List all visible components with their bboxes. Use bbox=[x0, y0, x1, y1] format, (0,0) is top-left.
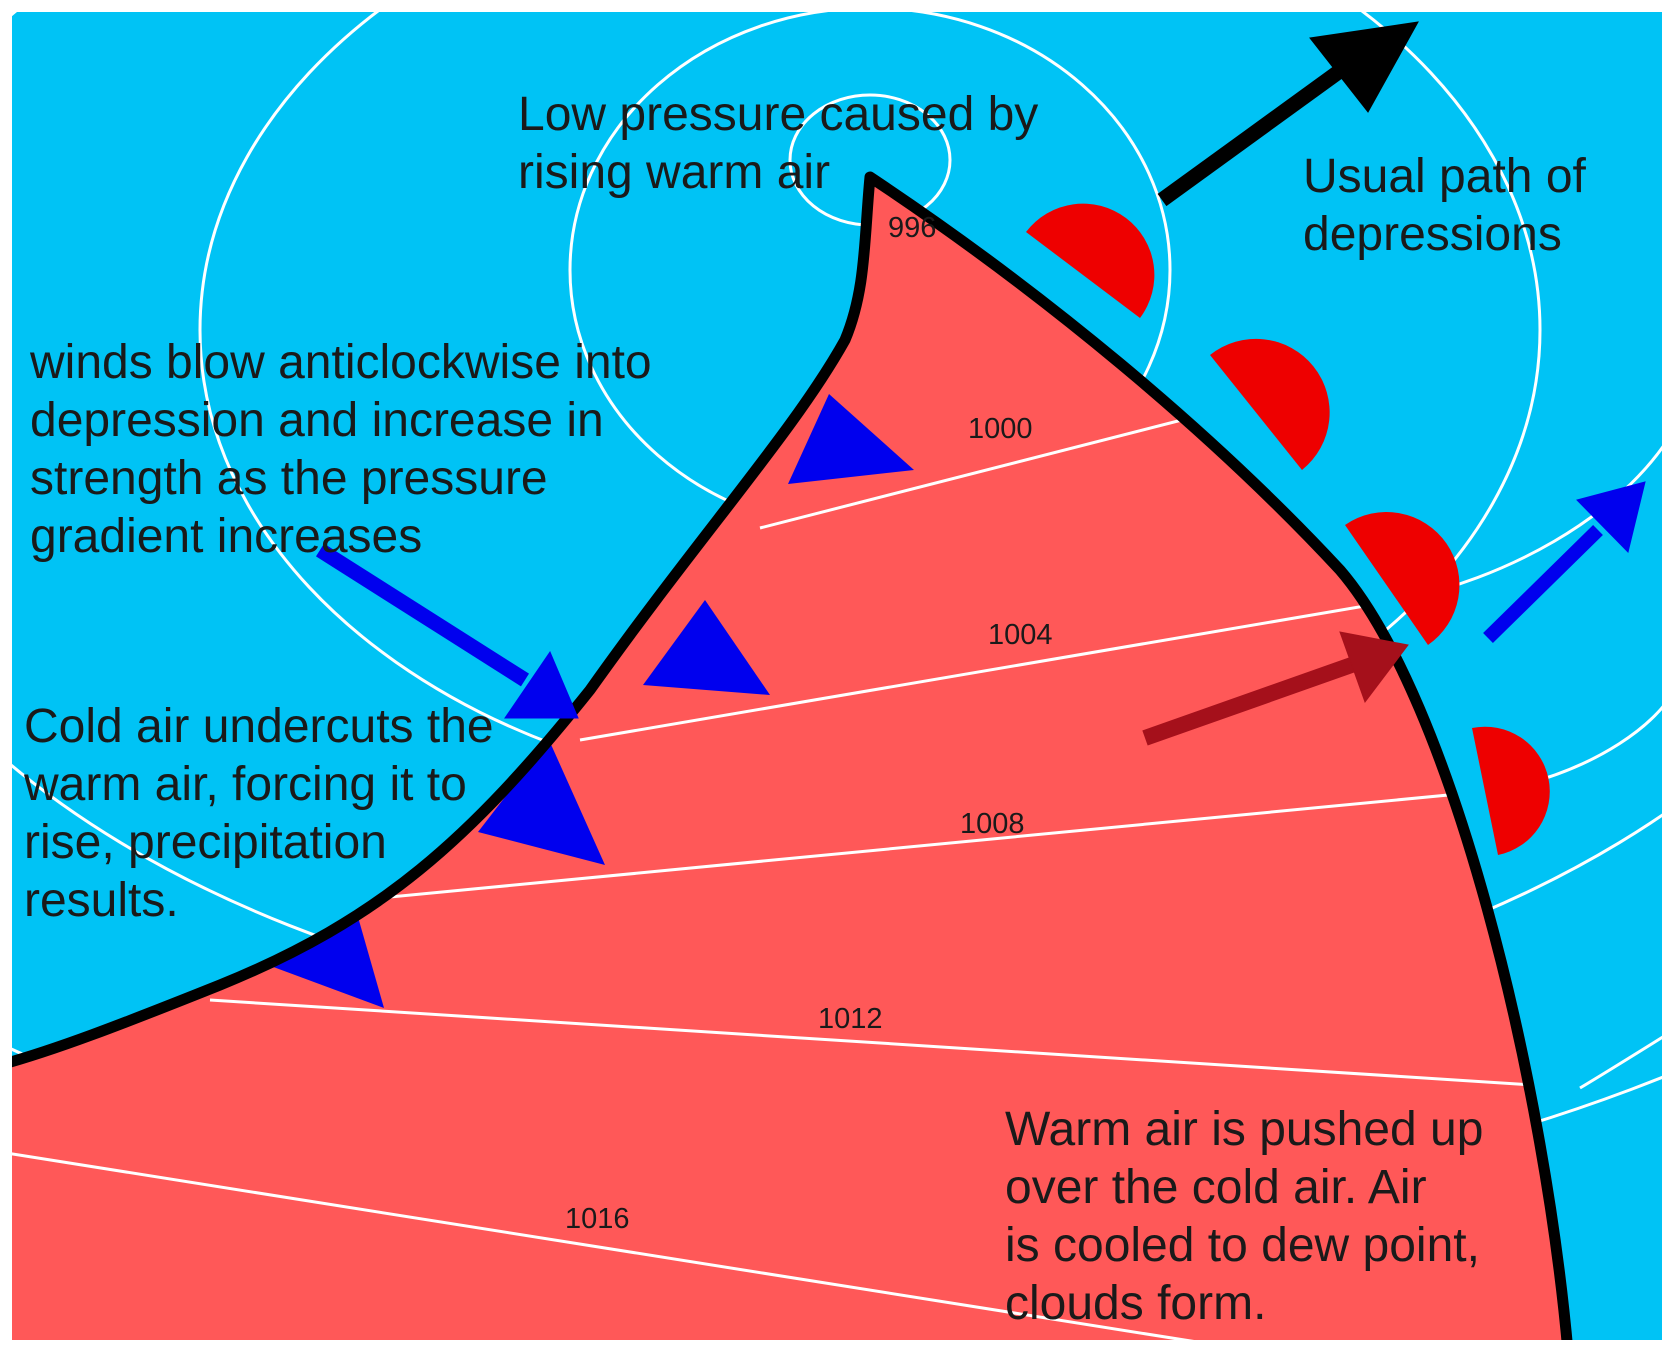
warm-front-bump bbox=[1472, 726, 1550, 855]
warm-sector bbox=[0, 177, 1568, 1352]
arrow-shaft bbox=[315, 543, 530, 687]
cold-front-triangle bbox=[788, 394, 914, 484]
cold-front-triangle bbox=[268, 910, 384, 1008]
warm-flow-arrow bbox=[1142, 631, 1409, 746]
arrow-shaft bbox=[1483, 525, 1603, 643]
wind-arrow bbox=[315, 543, 579, 719]
warm-front-symbols bbox=[1026, 203, 1550, 855]
isobar-line-1000 bbox=[759, 398, 1261, 530]
winds-annotation: winds blow anticlockwise into depression… bbox=[29, 336, 665, 563]
arrow-head bbox=[1339, 631, 1409, 704]
warm-front-bump bbox=[1026, 203, 1155, 318]
arrow-head bbox=[1309, 21, 1419, 113]
front-boundary bbox=[0, 171, 1574, 1352]
isobar-label-996: 996 bbox=[888, 212, 936, 244]
isobar-label-1008: 1008 bbox=[960, 808, 1025, 840]
warm-air-annotation: Warm air is pushed up over the cold air.… bbox=[1005, 1103, 1497, 1330]
cold-front-triangle bbox=[643, 600, 770, 695]
isobar-label-1012: 1012 bbox=[818, 1003, 883, 1035]
movement-arrow bbox=[1483, 481, 1646, 643]
cold-front-triangle bbox=[478, 740, 605, 865]
isobar-line-1012 bbox=[209, 998, 1568, 1090]
isobar-line-1008 bbox=[379, 788, 1501, 900]
warm-front-bump bbox=[1345, 512, 1460, 645]
cold-front-symbols bbox=[268, 394, 914, 1008]
isobar-line-1016 bbox=[0, 1150, 1261, 1352]
isobar-line-1004 bbox=[579, 598, 1401, 742]
usual-path-annotation: Usual path of depressions bbox=[1303, 150, 1599, 261]
arrow-shaft bbox=[1142, 654, 1363, 746]
warm-front-bump bbox=[1210, 338, 1330, 470]
arrow-head bbox=[504, 650, 579, 719]
warm-sector-isobars bbox=[0, 398, 1568, 1352]
arrow-head bbox=[1576, 481, 1646, 553]
cold-air-annotation: Cold air undercuts the warm air, forcing… bbox=[23, 700, 507, 927]
arrow-shaft bbox=[1157, 53, 1360, 207]
isobar-label-1004: 1004 bbox=[988, 619, 1053, 651]
low-pressure-annotation: Low pressure caused by rising warm air bbox=[518, 88, 1052, 199]
isobar-label-1000: 1000 bbox=[968, 413, 1033, 445]
depression-path-arrow bbox=[1157, 21, 1419, 207]
isobar-label-1016: 1016 bbox=[565, 1203, 630, 1235]
isobar-labels: 996 1000 1004 1008 1012 1016 bbox=[565, 212, 1053, 1235]
